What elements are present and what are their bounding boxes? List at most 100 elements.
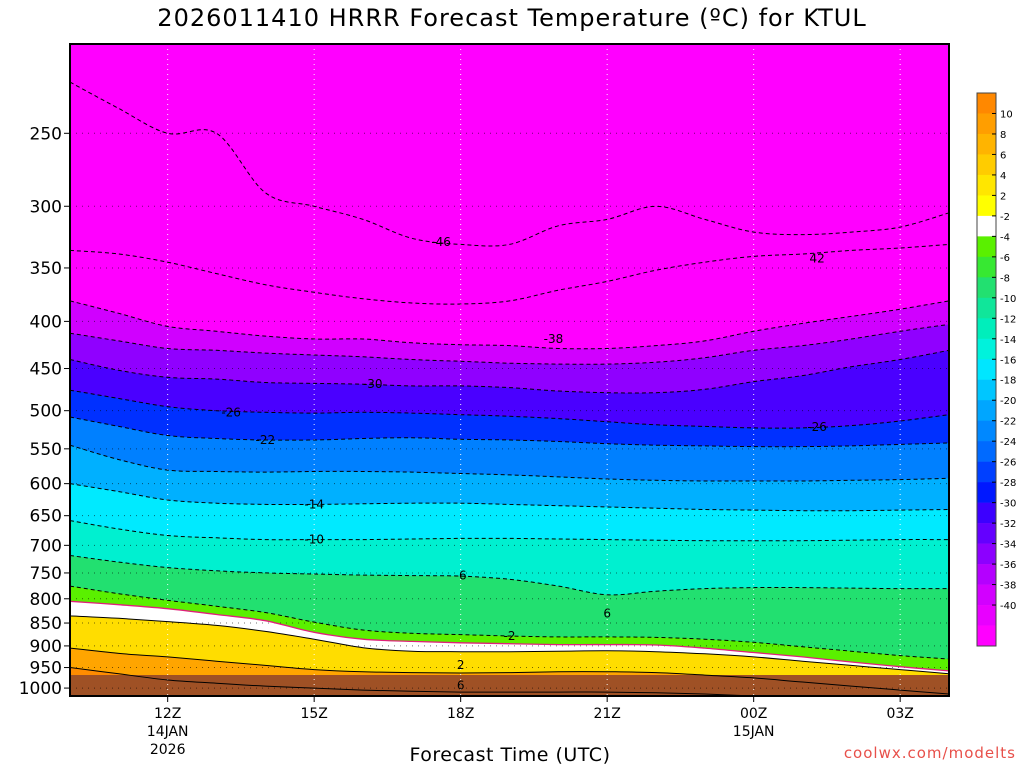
- colorbar-swatch: [977, 236, 996, 258]
- colorbar-label: -14: [1000, 335, 1016, 346]
- y-tick-label: 1000: [19, 679, 62, 699]
- contour-label: -6: [455, 569, 467, 583]
- colorbar-swatch: [977, 297, 996, 319]
- contour-label: -46: [431, 235, 451, 249]
- colorbar-label: -32: [1000, 519, 1016, 530]
- isotherm--2: [70, 585, 949, 660]
- x-tick-label: 18Z: [447, 706, 474, 722]
- colorbar-swatch: [977, 277, 996, 299]
- contour-label: -10: [304, 533, 324, 547]
- colorbar-swatch: [977, 215, 996, 237]
- pressure-axis: 250 300 350 400 450 500 550 600 650 700 750 800 850 9…: [19, 124, 70, 699]
- isotherm--34: [70, 323, 949, 365]
- contour-label: -26: [807, 420, 827, 434]
- contour-label: 2: [457, 658, 465, 672]
- isotherm-10: [70, 667, 766, 696]
- colorbar-swatch: [977, 133, 996, 155]
- x-tick-date: 15JAN: [733, 724, 775, 740]
- plot-frame: [69, 43, 950, 697]
- colorbar-label: -34: [1000, 540, 1016, 551]
- y-tick-label: 450: [30, 360, 62, 380]
- x-tick-label: 12Z: [154, 706, 181, 722]
- contour-label: 42: [810, 252, 825, 266]
- contour-label: 6: [457, 679, 465, 693]
- colorbar-label: -30: [1000, 499, 1016, 510]
- colorbar-label: -16: [1000, 355, 1016, 366]
- colorbar-swatch: [977, 154, 996, 176]
- colorbar-label: -22: [1000, 417, 1016, 428]
- isotherm-0: [70, 600, 949, 672]
- isotherm--14: [70, 483, 949, 512]
- y-tick-label: 600: [30, 475, 62, 495]
- y-tick-label: 350: [30, 259, 62, 279]
- y-tick-label: 750: [30, 564, 62, 584]
- colorbar-label: -6: [1000, 253, 1010, 264]
- colorbar-label: -12: [1000, 314, 1016, 325]
- colorbar-swatch: [977, 502, 996, 524]
- contour-label: -26: [221, 405, 241, 419]
- isotherm--46: [70, 81, 949, 247]
- y-tick-label: 550: [30, 440, 62, 460]
- colorbar-label: -18: [1000, 376, 1016, 387]
- colorbar-swatch: [977, 461, 996, 483]
- contour-label: -14: [304, 497, 324, 511]
- colorbar-swatch: [977, 400, 996, 422]
- colorbar-swatch: [977, 543, 996, 565]
- colorbar-label: 4: [1000, 171, 1006, 182]
- colorbar-label: -10: [1000, 294, 1016, 305]
- colorbar-label: -2: [1000, 212, 1010, 223]
- x-tick-label: 15Z: [300, 706, 327, 722]
- colorbar-swatch: [977, 379, 996, 401]
- colorbar-legend: 10 8 6 4 2 -2 -4 -6 -8 -10 -12 -14 -16 -18 -20 -22 -24 -2…: [976, 92, 1016, 647]
- colorbar-label: -20: [1000, 396, 1016, 407]
- colorbar-swatch: [977, 195, 996, 217]
- grid-lines: [70, 44, 949, 696]
- colorbar-label: -4: [1000, 232, 1010, 243]
- y-tick-label: 300: [30, 197, 62, 217]
- colorbar-label: -38: [1000, 581, 1016, 592]
- colorbar-label: -40: [1000, 601, 1016, 612]
- colorbar-swatch: [977, 605, 996, 626]
- colorbar-swatch: [977, 482, 996, 503]
- colorbar-frame: [976, 92, 997, 647]
- y-tick-label: 650: [30, 507, 62, 527]
- colorbar-swatch: [977, 338, 996, 360]
- colorbar-swatch: [977, 523, 996, 544]
- isotherm--18: [70, 444, 949, 482]
- colorbar-swatch: [977, 174, 996, 196]
- y-tick-label: 900: [30, 637, 62, 657]
- colorbar-swatch: [977, 318, 996, 340]
- contour-label: -38: [544, 332, 564, 346]
- ground-surface: [70, 675, 949, 696]
- y-tick-label: 500: [30, 402, 62, 422]
- contour-label: 6: [603, 607, 611, 621]
- x-tick-label: 21Z: [593, 706, 620, 722]
- colorbar-label: 10: [1000, 109, 1013, 120]
- colorbar-label: -8: [1000, 273, 1010, 284]
- x-tick-year: 2026: [150, 742, 186, 758]
- y-tick-label: 400: [30, 312, 62, 332]
- x-tick-label: 00Z: [740, 706, 767, 722]
- y-tick-label: 800: [30, 590, 62, 610]
- colorbar-swatch: [977, 113, 996, 135]
- x-tick-date: 14JAN: [147, 724, 189, 740]
- time-axis: 12Z 14JAN 2026 15Z 18Z 21Z 00Z 15JAN 03Z: [147, 696, 914, 758]
- y-tick-label: 850: [30, 614, 62, 634]
- isotherm-contours: [70, 81, 949, 696]
- source-credit[interactable]: coolwx.com/modelts: [843, 744, 1016, 762]
- isotherm--10: [70, 520, 949, 542]
- colorbar-swatch: [977, 625, 996, 647]
- chart-title: 2026011410 HRRR Forecast Temperature (ºC…: [157, 4, 867, 32]
- isotherm-6: [70, 647, 949, 695]
- x-tick-label: 03Z: [886, 706, 913, 722]
- colorbar-swatch: [977, 93, 996, 114]
- colorbar-label: 8: [1000, 130, 1006, 141]
- x-axis-label: Forecast Time (UTC): [409, 744, 611, 766]
- isotherm--6: [70, 555, 949, 596]
- isotherm--42: [70, 243, 949, 305]
- isotherm--22: [70, 416, 949, 448]
- isotherm--38: [70, 300, 949, 350]
- colorbar-label: 2: [1000, 191, 1006, 202]
